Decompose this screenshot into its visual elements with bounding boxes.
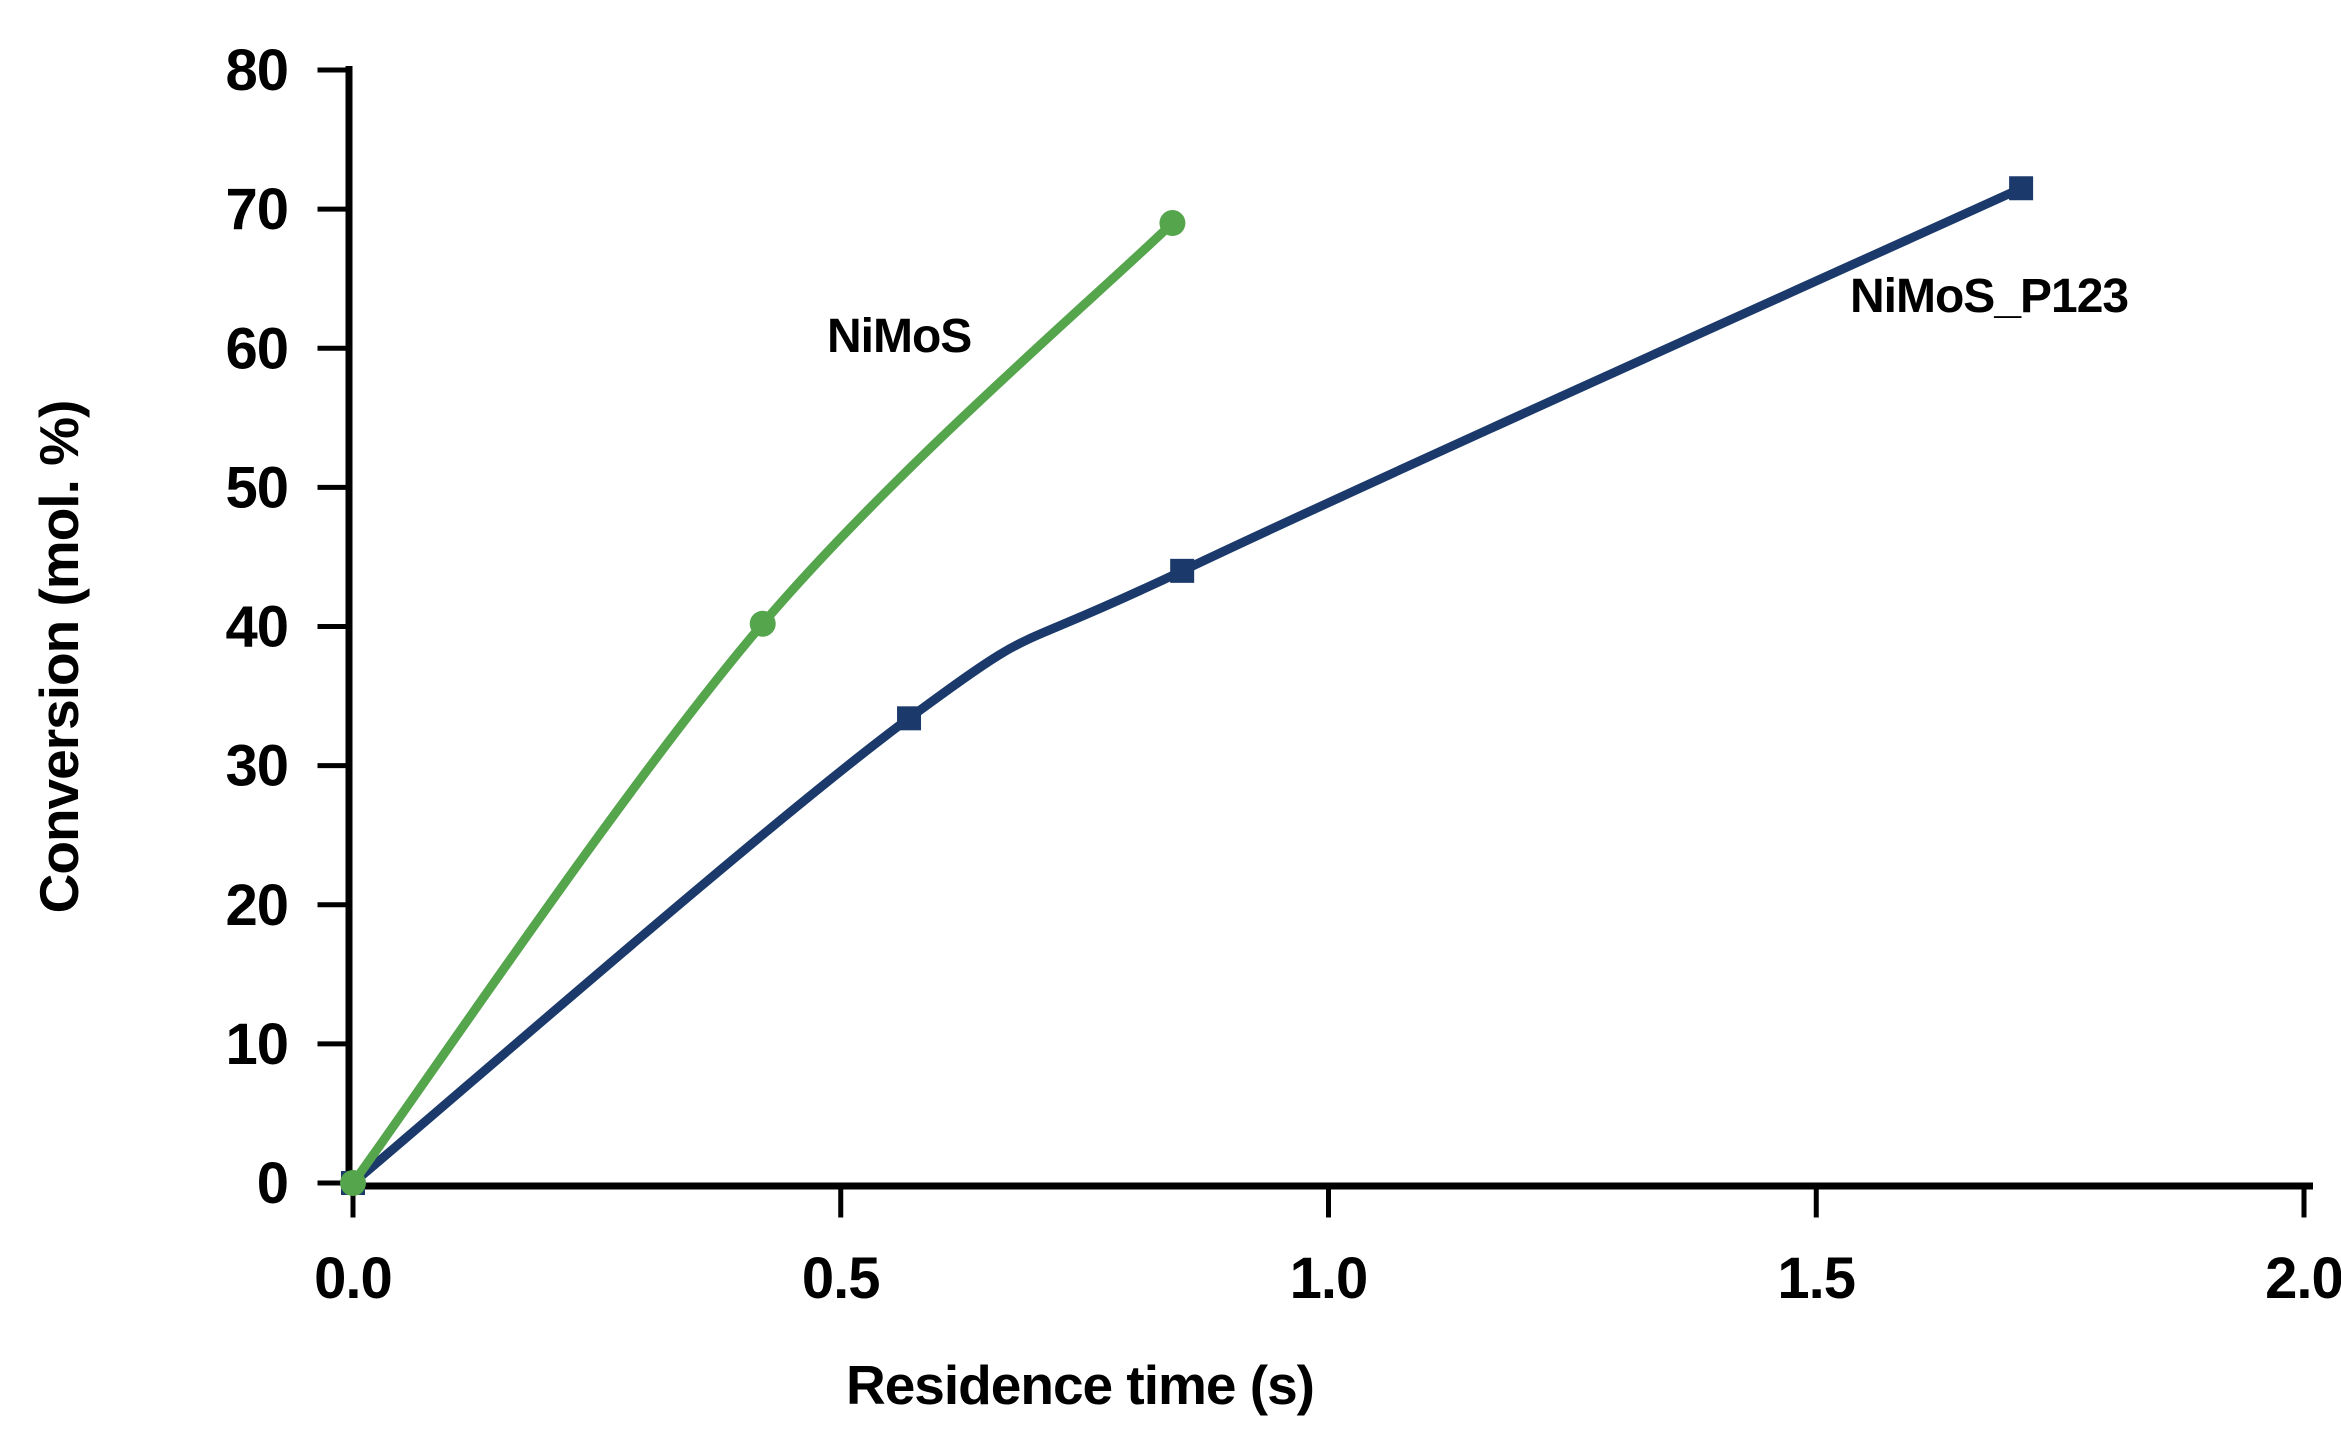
- series-line-nimos: [348, 218, 1177, 1188]
- y-tick-label: 70: [225, 177, 288, 242]
- series-marker-nimos-p123: [1170, 558, 1195, 583]
- y-tick-label: 50: [225, 455, 288, 520]
- series-marker-nimos-p123: [2009, 176, 2034, 201]
- series-marker-nimos: [749, 610, 776, 637]
- x-tick-label: 1.5: [1777, 1246, 1855, 1311]
- series-line-nimos-p123: [348, 183, 2026, 1188]
- series-label-nimos: NiMoS: [827, 310, 971, 363]
- y-tick-label: 40: [225, 595, 288, 660]
- y-tick-label: 20: [225, 873, 288, 938]
- y-tick-label: 60: [225, 316, 288, 381]
- y-tick-label: 0: [257, 1151, 288, 1216]
- y-tick-label: 30: [225, 734, 288, 799]
- x-tick-label: 0.5: [802, 1246, 880, 1311]
- x-tick-label: 1.0: [1290, 1246, 1368, 1311]
- y-tick-label: 80: [225, 38, 288, 103]
- x-tick-label: 2.0: [2265, 1246, 2341, 1311]
- y-axis-title: Conversion (mol. %): [28, 401, 90, 914]
- y-tick-label: 10: [225, 1012, 288, 1077]
- series-marker-nimos: [340, 1170, 366, 1196]
- series-marker-nimos: [1159, 210, 1186, 237]
- series-label-nimos-p123: NiMoS_P123: [1850, 270, 2128, 323]
- series-marker-nimos-p123: [897, 706, 922, 731]
- x-tick-label: 0.0: [314, 1246, 392, 1311]
- x-axis-title: Residence time (s): [846, 1354, 1314, 1416]
